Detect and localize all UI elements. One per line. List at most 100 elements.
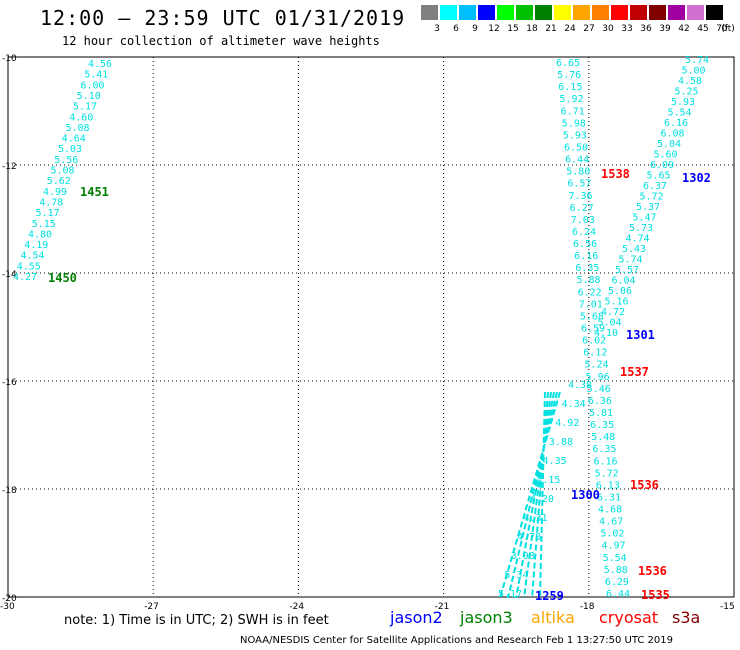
wave-height-label: 6.04: [612, 276, 636, 287]
wave-height-label: 7.03: [571, 215, 595, 226]
wave-height-label: 5.72: [595, 468, 619, 479]
pass-time-label: 1300: [571, 488, 600, 502]
wave-height-label: 5.15: [32, 219, 56, 230]
wave-height-label: 4.78: [39, 197, 63, 208]
wave-height-label: 5.88: [576, 275, 600, 286]
pass-time-label: 1301: [626, 328, 655, 342]
legend-value: 21: [545, 24, 557, 34]
lon-tick-label: -15: [720, 602, 735, 612]
wave-height-label: 5.37: [636, 202, 660, 213]
wave-height-label: 5.16: [605, 297, 629, 308]
wave-height-label: 5.60: [654, 150, 678, 161]
wave-height-label: 6.44: [606, 589, 630, 600]
wave-height-label: 5.02: [600, 529, 624, 540]
legend-value: 33: [621, 24, 633, 34]
wave-height-label: 5.65: [647, 171, 671, 182]
wave-height-label: 5.43: [622, 244, 646, 255]
legend-value: 39: [659, 24, 671, 34]
legend-value: 9: [472, 24, 478, 34]
map-frame: [7, 56, 735, 598]
wave-height-label: 4.20: [530, 494, 554, 505]
wave-height-label: 4.72: [601, 307, 625, 318]
legend-value: 70: [716, 24, 728, 34]
satellite-legend-item: jason3: [460, 608, 513, 627]
wave-height-label: 5.25: [675, 87, 699, 98]
legend-swatch: [649, 5, 666, 20]
pass-time-label: 1536: [630, 478, 659, 492]
wave-height-label: 5.96: [586, 372, 610, 383]
wave-height-label: 5.72: [640, 192, 664, 203]
satellite-legend-item: jason2: [390, 608, 443, 627]
wave-height-label: 5.04: [598, 318, 622, 329]
wave-height-label: 6.29: [605, 577, 629, 588]
legend-value: 6: [453, 24, 459, 34]
lat-tick-label: -10: [2, 54, 17, 64]
satellite-legend-item: cryosat: [599, 608, 659, 627]
lat-tick-label: -16: [2, 378, 17, 388]
wave-height-label: 4.92: [555, 418, 579, 429]
wave-height-label: 6.24: [572, 227, 596, 238]
wave-height-label: 5.80: [566, 167, 590, 178]
track-segment: [523, 391, 552, 599]
wave-height-label: 5.62: [47, 176, 71, 187]
wave-height-label: 5.24: [584, 360, 608, 371]
wave-height-label: 5.73: [629, 223, 653, 234]
wave-height-label: 6.35: [575, 263, 599, 274]
legend-swatch: [687, 5, 704, 20]
wave-height-label: 4.19: [24, 240, 48, 251]
legend-value: 30: [602, 24, 614, 34]
wave-height-label: 5.08: [51, 166, 75, 177]
wave-height-label: 7.36: [569, 191, 593, 202]
wave-height-label: 6.08: [661, 129, 685, 140]
wave-height-label: 6.16: [664, 118, 688, 129]
wave-height-label: 4.54: [21, 251, 45, 262]
satellite-legend-item: s3a: [672, 608, 701, 627]
pass-time-label: 1259: [535, 589, 564, 603]
track-segment: [507, 391, 558, 599]
pass-time-label: 1450: [48, 271, 77, 285]
wave-height-label: 5.92: [559, 94, 583, 105]
wave-height-label: 5.08: [66, 123, 90, 134]
wave-height-label: 5.17: [36, 208, 60, 219]
lon-tick-label: -24: [289, 602, 304, 612]
legend-swatch: [611, 5, 628, 20]
wave-height-label: 4.31: [523, 513, 547, 524]
legend-value: 18: [526, 24, 538, 34]
wave-height-label: 4.74: [626, 234, 650, 245]
wave-height-label: 6.00: [81, 80, 105, 91]
wave-height-label: 5.68: [580, 311, 604, 322]
wave-height-label: 5.41: [84, 70, 108, 81]
wave-height-label: 6.16: [574, 251, 598, 262]
wave-height-label: 4.67: [599, 517, 623, 528]
wave-height-label: 4.35: [543, 456, 567, 467]
pass-time-label: 1535: [641, 588, 670, 602]
wave-height-label: 5.46: [587, 384, 611, 395]
wave-height-label: 4.27: [13, 272, 37, 283]
wave-height-label: 6.27: [570, 203, 594, 214]
track-segment: [515, 391, 555, 599]
wave-height-label: 6.09: [650, 160, 674, 171]
pass-time-label: 1536: [638, 564, 667, 578]
legend-value: 15: [507, 24, 519, 34]
map-title: 12:00 – 23:59 UTC 01/31/2019: [40, 6, 406, 30]
legend-swatch: [630, 5, 647, 20]
lon-tick-label: -18: [580, 602, 595, 612]
wave-height-label: 3.88: [549, 437, 573, 448]
wave-height-label: 5.00: [682, 66, 706, 77]
wave-height-label: 4.10: [594, 328, 618, 339]
wave-height-label: 6.57: [567, 179, 591, 190]
wave-height-label: 5.88: [604, 565, 628, 576]
wave-height-label: 4.15: [536, 475, 560, 486]
wave-height-label: 6.12: [583, 348, 607, 359]
map-subtitle: 12 hour collection of altimeter wave hei…: [62, 34, 380, 48]
lat-tick-label: -20: [2, 594, 17, 604]
pass-time-label: 1537: [620, 365, 649, 379]
legend-value: 42: [678, 24, 690, 34]
track-segment: [531, 391, 549, 599]
wave-height-label: 6.71: [561, 106, 585, 117]
lat-tick-label: -14: [2, 270, 17, 280]
wave-height-label: 4.99: [43, 187, 67, 198]
wave-height-label: 6.02: [582, 336, 606, 347]
wave-height-label: 4.68: [598, 505, 622, 516]
